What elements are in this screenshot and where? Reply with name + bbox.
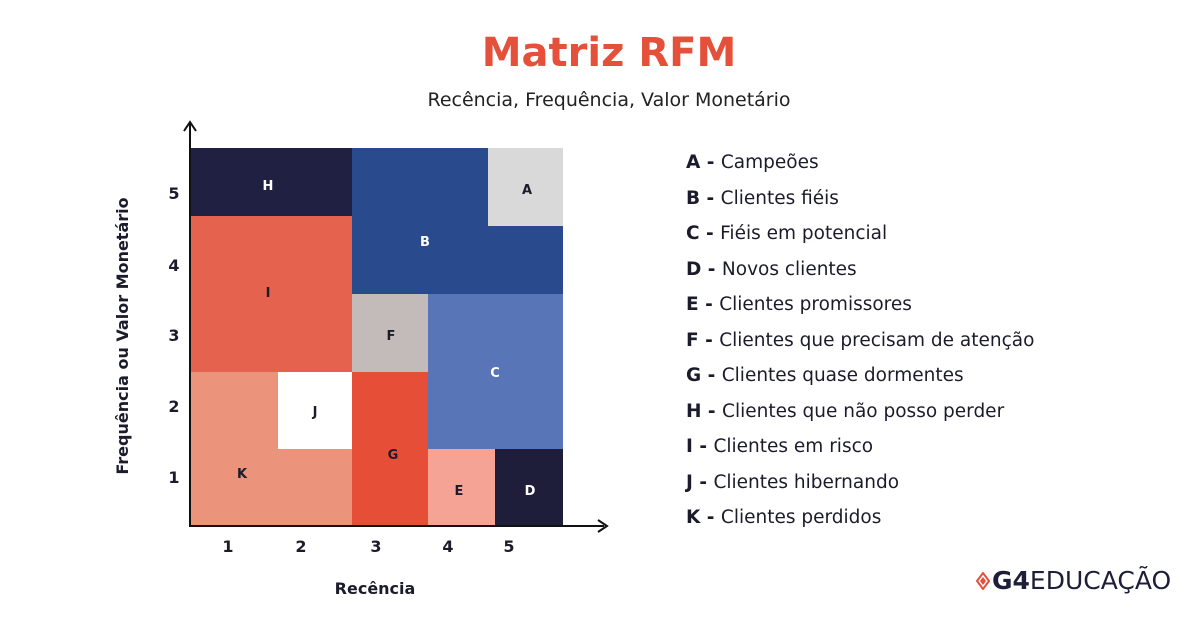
segment-region-d xyxy=(495,449,563,526)
legend-text: Clientes que precisam de atenção xyxy=(719,329,1035,351)
legend-key: D - xyxy=(686,258,722,280)
y-tick-label: 2 xyxy=(168,397,179,416)
legend-item: H - Clientes que não posso perder xyxy=(686,399,1034,435)
segment-region-i xyxy=(190,216,352,372)
x-tick-label: 3 xyxy=(370,537,381,556)
y-tick-label: 5 xyxy=(168,184,179,203)
legend-text: Clientes em risco xyxy=(713,436,874,457)
legend-item: A - Campeões xyxy=(686,150,1034,186)
page-title: Matriz RFM xyxy=(481,30,737,76)
segment-region-f xyxy=(352,294,428,372)
legend-key: H - xyxy=(686,400,723,422)
segment-letter-f: F xyxy=(387,329,396,344)
brand-text: EDUCAÇÃO xyxy=(1029,566,1172,595)
legend-text: Novos clientes xyxy=(721,258,857,280)
segment-regions xyxy=(190,148,563,526)
y-tick-labels: 5 4 3 2 1 xyxy=(168,184,179,487)
legend-item: K - Clientes perdidos xyxy=(686,505,1034,541)
segment-letter-c: C xyxy=(490,366,500,381)
segment-region-e xyxy=(428,449,495,526)
segment-region-h xyxy=(190,148,352,216)
segment-region-a xyxy=(488,148,563,226)
legend-item: F - Clientes que precisam de atenção xyxy=(686,328,1034,364)
legend-text: Fiéis em potencial xyxy=(720,223,888,244)
segment-letters: H B A I F C K J G E D xyxy=(237,179,536,499)
x-tick-label: 4 xyxy=(442,537,453,556)
x-axis-arrow-icon xyxy=(597,519,609,533)
legend-item: J - Clientes hibernando xyxy=(686,470,1034,506)
x-tick-labels: 1 2 3 4 5 xyxy=(222,537,514,556)
legend-key: B - xyxy=(686,187,721,209)
legend-item: C - Fiéis em potencial xyxy=(686,221,1034,257)
legend-key: G - xyxy=(686,365,722,386)
legend-key: J - xyxy=(686,471,714,493)
legend-key: E - xyxy=(686,294,720,315)
legend-key: A - xyxy=(686,152,721,173)
g4-logo-icon xyxy=(976,571,990,590)
legend-text: Clientes hibernando xyxy=(713,471,900,493)
legend-item: I - Clientes em risco xyxy=(686,434,1034,470)
x-tick-label: 5 xyxy=(503,537,514,556)
segment-region-j xyxy=(278,372,352,449)
legend-text: Clientes perdidos xyxy=(720,507,882,528)
legend-key: I - xyxy=(686,436,714,457)
segment-letter-d: D xyxy=(525,484,536,499)
segment-letter-i: I xyxy=(266,286,271,301)
rfm-matrix: H B A I F C K J G E D 1 2 3 4 5 5 4 3 2 1 Recência Frequên… xyxy=(113,120,609,598)
brand-logo: G4 EDUCAÇÃO xyxy=(976,566,1171,595)
segment-region-k xyxy=(190,372,352,526)
segment-letter-e: E xyxy=(455,484,464,499)
segment-region-b xyxy=(352,148,563,294)
y-tick-label: 1 xyxy=(168,468,179,487)
legend-item: E - Clientes promissores xyxy=(686,292,1034,328)
legend-item: B - Clientes fiéis xyxy=(686,186,1034,222)
legend-text: Campeões xyxy=(720,152,819,173)
legend-text: Clientes promissores xyxy=(719,294,912,315)
segment-legend: A - Campeões B - Clientes fiéis C - Fiéis … xyxy=(686,150,1034,541)
legend-item: D - Novos clientes xyxy=(686,257,1034,293)
segment-letter-h: H xyxy=(263,179,274,194)
brand-mark: G4 xyxy=(992,566,1030,595)
segment-region-c xyxy=(428,294,563,449)
legend-key: K - xyxy=(686,507,721,528)
y-axis-arrow-icon xyxy=(183,120,197,132)
y-tick-label: 3 xyxy=(168,326,179,345)
legend-key: F - xyxy=(686,329,720,351)
x-tick-label: 1 xyxy=(222,537,233,556)
legend-text: Clientes quase dormentes xyxy=(721,365,964,386)
segment-letter-a: A xyxy=(522,183,532,198)
segment-letter-g: G xyxy=(388,448,399,463)
segment-letter-k: K xyxy=(237,467,248,482)
legend-key: C - xyxy=(686,223,721,244)
legend-text: Clientes que não posso perder xyxy=(722,400,1005,422)
x-tick-label: 2 xyxy=(295,537,306,556)
legend-text: Clientes fiéis xyxy=(720,187,839,209)
segment-letter-j: J xyxy=(312,405,318,420)
y-axis-label: Frequência ou Valor Monetário xyxy=(113,197,132,474)
x-axis-label: Recência xyxy=(335,579,416,598)
segment-letter-b: B xyxy=(420,235,430,250)
page-subtitle: Recência, Frequência, Valor Monetário xyxy=(427,89,791,111)
segment-region-g xyxy=(352,372,428,526)
y-tick-label: 4 xyxy=(168,256,179,275)
legend-item: G - Clientes quase dormentes xyxy=(686,363,1034,399)
